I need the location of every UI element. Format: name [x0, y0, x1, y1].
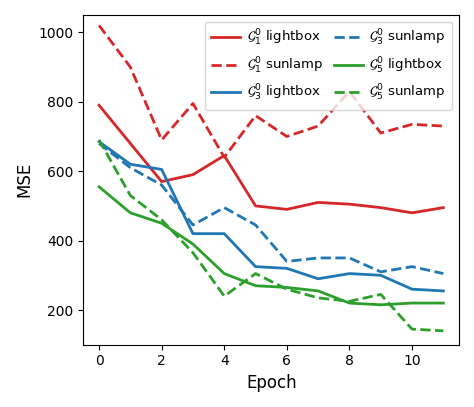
$\mathcal{G}_3^0$ lightbox: [190, 231, 196, 236]
$\mathcal{G}_5^0$ lightbox: [346, 301, 352, 306]
$\mathcal{G}_3^0$ sunlamp: [190, 223, 196, 228]
$\mathcal{G}_5^0$ sunlamp: [221, 294, 227, 299]
$\mathcal{G}_1^0$ sunlamp: [409, 122, 415, 127]
$\mathcal{G}_1^0$ lightbox: [96, 103, 102, 108]
Line: $\mathcal{G}_5^0$ sunlamp: $\mathcal{G}_5^0$ sunlamp: [99, 140, 443, 331]
X-axis label: Epoch: Epoch: [246, 374, 297, 392]
$\mathcal{G}_1^0$ sunlamp: [346, 89, 352, 94]
$\mathcal{G}_3^0$ lightbox: [128, 162, 133, 167]
Legend: $\mathcal{G}_1^0$ lightbox, $\mathcal{G}_1^0$ sunlamp, $\mathcal{G}_3^0$ lightbo: $\mathcal{G}_1^0$ lightbox, $\mathcal{G}…: [205, 22, 452, 109]
$\mathcal{G}_1^0$ sunlamp: [128, 65, 133, 70]
$\mathcal{G}_3^0$ lightbox: [221, 231, 227, 236]
$\mathcal{G}_5^0$ sunlamp: [409, 327, 415, 332]
Line: $\mathcal{G}_1^0$ lightbox: $\mathcal{G}_1^0$ lightbox: [99, 105, 443, 213]
Line: $\mathcal{G}_3^0$ sunlamp: $\mathcal{G}_3^0$ sunlamp: [99, 143, 443, 274]
$\mathcal{G}_3^0$ lightbox: [378, 273, 383, 278]
$\mathcal{G}_3^0$ sunlamp: [346, 256, 352, 260]
$\mathcal{G}_1^0$ lightbox: [159, 179, 164, 184]
$\mathcal{G}_5^0$ lightbox: [409, 301, 415, 306]
$\mathcal{G}_3^0$ lightbox: [284, 266, 290, 271]
$\mathcal{G}_1^0$ lightbox: [315, 200, 321, 205]
$\mathcal{G}_5^0$ sunlamp: [190, 250, 196, 255]
$\mathcal{G}_5^0$ lightbox: [378, 302, 383, 307]
$\mathcal{G}_3^0$ lightbox: [315, 276, 321, 281]
$\mathcal{G}_1^0$ lightbox: [190, 172, 196, 177]
$\mathcal{G}_3^0$ sunlamp: [440, 271, 446, 276]
Line: $\mathcal{G}_5^0$ lightbox: $\mathcal{G}_5^0$ lightbox: [99, 187, 443, 305]
$\mathcal{G}_5^0$ lightbox: [159, 221, 164, 226]
$\mathcal{G}_5^0$ sunlamp: [315, 295, 321, 300]
$\mathcal{G}_5^0$ sunlamp: [253, 271, 258, 276]
$\mathcal{G}_5^0$ sunlamp: [378, 292, 383, 297]
$\mathcal{G}_5^0$ lightbox: [253, 283, 258, 288]
$\mathcal{G}_1^0$ sunlamp: [440, 124, 446, 129]
$\mathcal{G}_1^0$ sunlamp: [284, 134, 290, 139]
$\mathcal{G}_3^0$ sunlamp: [315, 256, 321, 260]
$\mathcal{G}_1^0$ lightbox: [346, 202, 352, 207]
$\mathcal{G}_3^0$ sunlamp: [253, 223, 258, 228]
$\mathcal{G}_3^0$ sunlamp: [128, 165, 133, 170]
$\mathcal{G}_1^0$ lightbox: [253, 204, 258, 208]
$\mathcal{G}_1^0$ sunlamp: [221, 155, 227, 160]
$\mathcal{G}_3^0$ lightbox: [440, 289, 446, 293]
$\mathcal{G}_1^0$ lightbox: [440, 205, 446, 210]
$\mathcal{G}_5^0$ sunlamp: [159, 217, 164, 222]
$\mathcal{G}_1^0$ sunlamp: [190, 101, 196, 106]
$\mathcal{G}_3^0$ lightbox: [346, 271, 352, 276]
Y-axis label: MSE: MSE: [15, 162, 33, 197]
$\mathcal{G}_5^0$ lightbox: [315, 289, 321, 293]
$\mathcal{G}_3^0$ lightbox: [96, 139, 102, 144]
$\mathcal{G}_1^0$ lightbox: [378, 205, 383, 210]
$\mathcal{G}_3^0$ sunlamp: [378, 269, 383, 274]
$\mathcal{G}_1^0$ lightbox: [409, 210, 415, 215]
$\mathcal{G}_1^0$ sunlamp: [378, 131, 383, 136]
$\mathcal{G}_1^0$ sunlamp: [253, 113, 258, 118]
$\mathcal{G}_1^0$ lightbox: [284, 207, 290, 212]
$\mathcal{G}_5^0$ lightbox: [190, 242, 196, 247]
Line: $\mathcal{G}_3^0$ lightbox: $\mathcal{G}_3^0$ lightbox: [99, 142, 443, 291]
$\mathcal{G}_3^0$ sunlamp: [96, 141, 102, 146]
$\mathcal{G}_3^0$ sunlamp: [284, 259, 290, 264]
$\mathcal{G}_5^0$ sunlamp: [440, 328, 446, 333]
$\mathcal{G}_3^0$ lightbox: [409, 287, 415, 292]
$\mathcal{G}_5^0$ lightbox: [96, 184, 102, 189]
$\mathcal{G}_5^0$ sunlamp: [128, 193, 133, 198]
$\mathcal{G}_1^0$ sunlamp: [96, 23, 102, 28]
$\mathcal{G}_1^0$ sunlamp: [159, 138, 164, 142]
$\mathcal{G}_1^0$ sunlamp: [315, 124, 321, 129]
$\mathcal{G}_5^0$ lightbox: [440, 301, 446, 306]
$\mathcal{G}_5^0$ lightbox: [284, 285, 290, 290]
$\mathcal{G}_3^0$ sunlamp: [221, 205, 227, 210]
$\mathcal{G}_5^0$ lightbox: [128, 210, 133, 215]
$\mathcal{G}_3^0$ lightbox: [159, 167, 164, 172]
$\mathcal{G}_3^0$ sunlamp: [159, 183, 164, 188]
$\mathcal{G}_3^0$ sunlamp: [409, 264, 415, 269]
$\mathcal{G}_5^0$ lightbox: [221, 271, 227, 276]
$\mathcal{G}_5^0$ sunlamp: [96, 138, 102, 142]
$\mathcal{G}_3^0$ lightbox: [253, 264, 258, 269]
$\mathcal{G}_5^0$ sunlamp: [284, 287, 290, 292]
$\mathcal{G}_1^0$ lightbox: [128, 141, 133, 146]
Line: $\mathcal{G}_1^0$ sunlamp: $\mathcal{G}_1^0$ sunlamp: [99, 25, 443, 157]
$\mathcal{G}_1^0$ lightbox: [221, 153, 227, 158]
$\mathcal{G}_5^0$ sunlamp: [346, 299, 352, 304]
